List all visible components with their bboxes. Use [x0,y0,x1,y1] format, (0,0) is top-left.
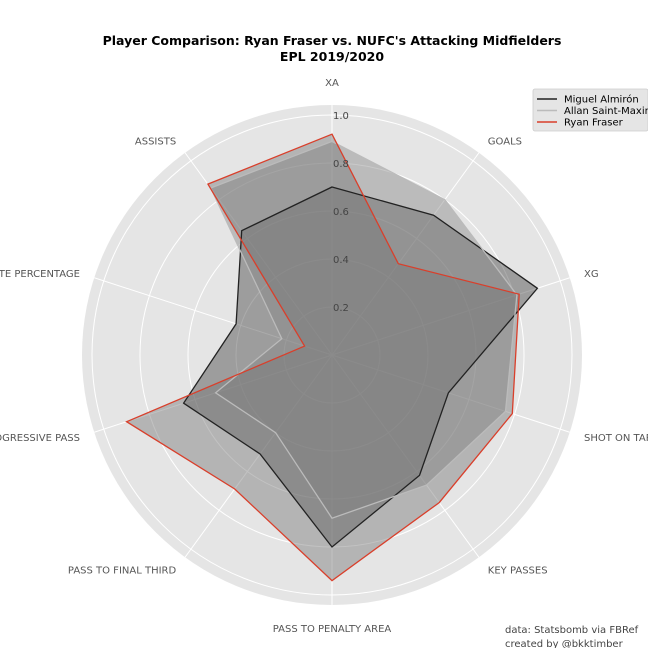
axis-label: PROGRESSIVE PASS [0,433,80,444]
series-line [209,140,518,519]
axis-label: PASS COMPLETE PERCENTAGE [0,269,80,280]
grid-spoke [94,277,333,356]
series-line [125,133,520,582]
grid-spoke [184,354,333,558]
axis-label: GOALS [488,137,522,148]
grid-spoke [331,354,480,558]
grid-spoke [331,354,570,433]
data-source-note: data: Statsbomb via FBRef [505,625,639,636]
grid-spoke [94,354,333,433]
grid-spoke [331,152,480,356]
axis-label: XG [584,269,599,280]
radar-plot: 0.2 0.4 0.6 0.8 1.0 XA GOALS XG SHOT ON TARGET P… [0,78,648,635]
series-line [182,186,539,548]
grid-spoke [331,277,570,356]
axis-label: SHOT ON TARGET PERCENTAGE [584,433,648,444]
radial-tick-label: 0.4 [333,255,349,266]
axis-label: PASS TO FINAL THIRD [68,565,177,576]
radial-tick-label: 0.2 [333,303,349,314]
axis-label: PASS TO PENALTY AREA [273,624,392,635]
radial-tick-label: 0.8 [333,159,349,170]
credit-note: created by @bkktimber [505,639,624,648]
axis-label: KEY PASSES [488,565,548,576]
legend-entry: Ryan Fraser [564,118,624,129]
legend-entry: Allan Saint-Maximin [564,106,648,117]
series-area [210,141,517,519]
legend-entry: Miguel Almirón [564,94,639,106]
series-area [126,134,520,581]
axis-label: ASSISTS [135,137,176,148]
axis-label: XA [325,78,339,89]
chart-title: Player Comparison: Ryan Fraser vs. NUFC'… [103,33,562,48]
radial-tick-label: 1.0 [333,111,349,122]
radial-tick-label: 0.6 [333,207,349,218]
chart-subtitle: EPL 2019/2020 [280,49,384,64]
legend-box [532,88,648,132]
